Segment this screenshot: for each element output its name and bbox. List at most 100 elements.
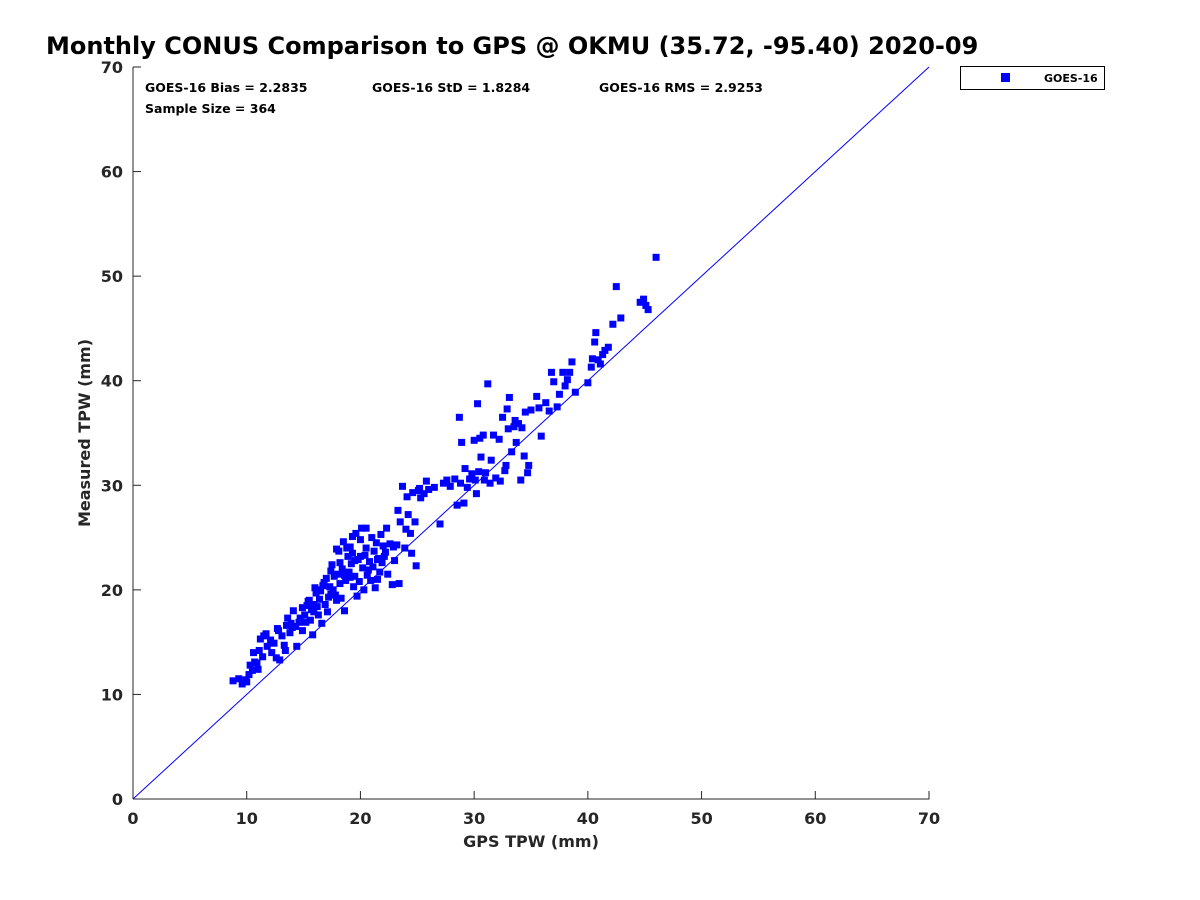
data-point <box>508 448 516 456</box>
data-point <box>377 530 385 538</box>
y-tick-label: 30 <box>101 476 123 495</box>
data-point <box>333 545 341 553</box>
data-point <box>401 544 409 552</box>
data-point <box>253 659 261 667</box>
data-point <box>453 501 461 509</box>
data-point <box>318 619 326 627</box>
data-point <box>270 639 278 647</box>
data-point <box>411 518 419 526</box>
data-point <box>381 548 389 556</box>
data-point <box>320 579 328 587</box>
data-point <box>243 678 251 686</box>
data-point <box>280 641 288 649</box>
sample-size-annotation: Sample Size = 364 <box>145 101 276 116</box>
data-point <box>383 524 391 532</box>
data-point <box>489 431 497 439</box>
data-point <box>351 557 359 565</box>
goes16-series <box>229 253 660 688</box>
data-point <box>640 295 648 303</box>
data-point <box>363 571 371 579</box>
data-point <box>346 573 354 581</box>
data-point <box>510 423 518 431</box>
data-point <box>563 376 571 384</box>
data-point <box>471 476 479 484</box>
data-point <box>463 483 471 491</box>
data-point <box>371 584 379 592</box>
data-point <box>259 653 267 661</box>
data-point <box>246 661 254 669</box>
data-point <box>420 490 428 498</box>
data-point <box>412 562 420 570</box>
legend-marker <box>1001 73 1010 82</box>
data-point <box>367 576 375 584</box>
data-point <box>503 405 511 413</box>
data-point <box>250 649 258 657</box>
data-point <box>348 549 356 557</box>
data-point <box>492 474 500 482</box>
data-point <box>533 392 541 400</box>
data-point <box>306 616 314 624</box>
data-point <box>512 438 520 446</box>
axes: 0 10 20 30 40 50 60 70 0 10 20 30 40 50 60 70 <box>101 58 940 828</box>
data-point <box>604 343 612 351</box>
data-point <box>245 671 253 679</box>
data-point <box>486 479 494 487</box>
data-point <box>430 483 438 491</box>
data-point <box>487 456 495 464</box>
data-point <box>505 393 513 401</box>
data-point <box>477 453 485 461</box>
data-point <box>333 596 341 604</box>
data-point <box>229 677 237 685</box>
data-point <box>436 520 444 528</box>
std-annotation: GOES-16 StD = 1.8284 <box>372 80 530 95</box>
data-point <box>587 363 595 371</box>
data-point <box>350 583 358 591</box>
data-point <box>268 649 276 657</box>
data-point <box>584 379 592 387</box>
data-point <box>314 611 322 619</box>
data-point <box>313 586 321 594</box>
x-tick-label: 30 <box>463 809 485 828</box>
data-point <box>260 632 268 640</box>
data-point <box>296 614 304 622</box>
data-point <box>322 574 330 582</box>
x-tick-label: 20 <box>349 809 371 828</box>
data-point <box>378 559 386 567</box>
data-point <box>482 469 490 477</box>
data-point <box>337 594 345 602</box>
data-point <box>273 625 281 633</box>
data-point <box>353 592 361 600</box>
data-point <box>451 475 459 483</box>
data-point <box>502 461 510 469</box>
data-point <box>514 420 522 428</box>
data-point <box>331 591 339 599</box>
data-point <box>302 618 310 626</box>
y-tick-label: 10 <box>101 685 123 704</box>
x-tick-label: 70 <box>918 809 940 828</box>
data-point <box>315 595 323 603</box>
data-point <box>617 314 625 322</box>
data-point <box>402 525 410 533</box>
data-point <box>388 581 396 589</box>
data-point <box>535 404 543 412</box>
data-point <box>330 572 338 580</box>
data-point <box>356 536 364 544</box>
y-tick-label: 20 <box>101 581 123 600</box>
rms-annotation: GOES-16 RMS = 2.9253 <box>599 80 763 95</box>
data-point <box>537 432 545 440</box>
data-point <box>289 607 297 615</box>
data-point <box>479 431 487 439</box>
bias-annotation: GOES-16 Bias = 2.2835 <box>145 80 307 95</box>
data-point <box>370 547 378 555</box>
data-point <box>527 406 535 414</box>
data-point <box>406 529 414 537</box>
data-point <box>368 534 376 542</box>
data-point <box>460 499 468 507</box>
data-point <box>422 477 430 485</box>
data-point <box>321 600 329 608</box>
data-point <box>372 539 380 547</box>
data-point <box>517 476 525 484</box>
data-point <box>341 571 349 579</box>
data-point <box>295 618 303 626</box>
data-point <box>339 538 347 546</box>
